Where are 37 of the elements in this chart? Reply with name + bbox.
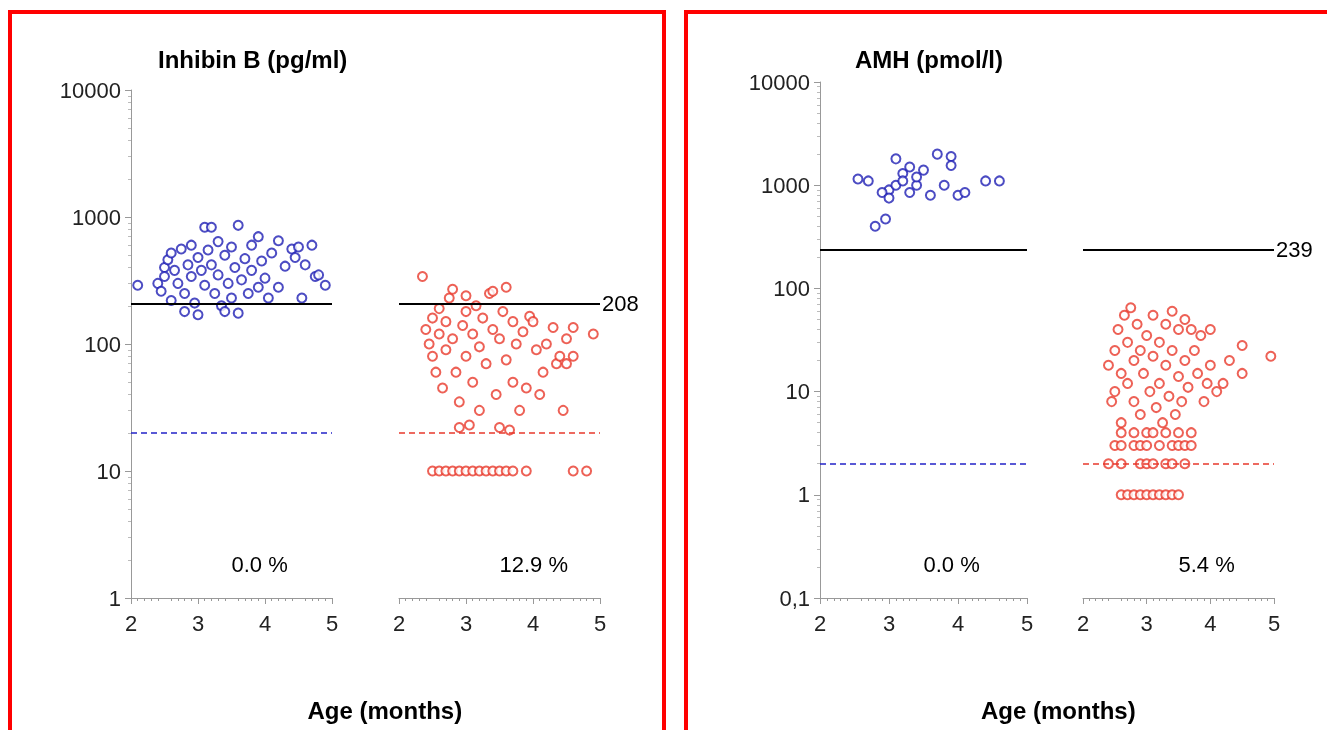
x-tick-label: 2 xyxy=(124,610,138,636)
x-tick-label: 2 xyxy=(392,610,406,636)
x-tick-label: 2 xyxy=(1076,610,1090,636)
x-tick-label: 4 xyxy=(1204,610,1217,636)
annotation: 12.9 % xyxy=(499,551,568,577)
y-tick-label: 1000 xyxy=(72,204,121,230)
y-tick-label: 10000 xyxy=(748,69,810,95)
x-axis-title: Age (months) xyxy=(981,696,1136,724)
y-tick-label: 100 xyxy=(84,331,121,357)
annotation: 0.0 % xyxy=(923,551,980,577)
chart-title: Inhibin B (pg/ml) xyxy=(158,45,348,73)
y-tick-label: 10 xyxy=(785,379,810,405)
x-tick-label: 5 xyxy=(1020,610,1034,636)
x-tick-label: 4 xyxy=(258,610,272,636)
x-axis-title: Age (months) xyxy=(307,696,463,724)
x-tick-label: 5 xyxy=(1267,610,1281,636)
x-tick-label: 3 xyxy=(882,610,896,636)
y-tick-label: 10000 xyxy=(59,77,121,103)
x-tick-label: 3 xyxy=(1140,610,1153,636)
y-tick-label: 1 xyxy=(797,482,810,508)
x-tick-label: 4 xyxy=(951,610,965,636)
annotation: 0.0 % xyxy=(231,551,288,577)
y-tick-label: 1 xyxy=(108,585,121,611)
x-tick-label: 3 xyxy=(191,610,205,636)
annotation: 5.4 % xyxy=(1178,551,1235,577)
x-tick-label: 5 xyxy=(325,610,339,636)
y-tick-label: 10 xyxy=(96,458,121,484)
ref-line-label: 239 xyxy=(1276,236,1313,262)
x-tick-label: 5 xyxy=(593,610,607,636)
ref-line-label: 208 xyxy=(602,291,639,317)
x-tick-label: 4 xyxy=(526,610,540,636)
x-tick-label: 2 xyxy=(813,610,827,636)
y-tick-label: 0,1 xyxy=(779,585,810,611)
chart-title: AMH (pmol/l) xyxy=(855,45,1003,73)
x-tick-label: 3 xyxy=(459,610,473,636)
y-tick-label: 100 xyxy=(773,275,810,301)
y-tick-label: 1000 xyxy=(761,172,810,198)
